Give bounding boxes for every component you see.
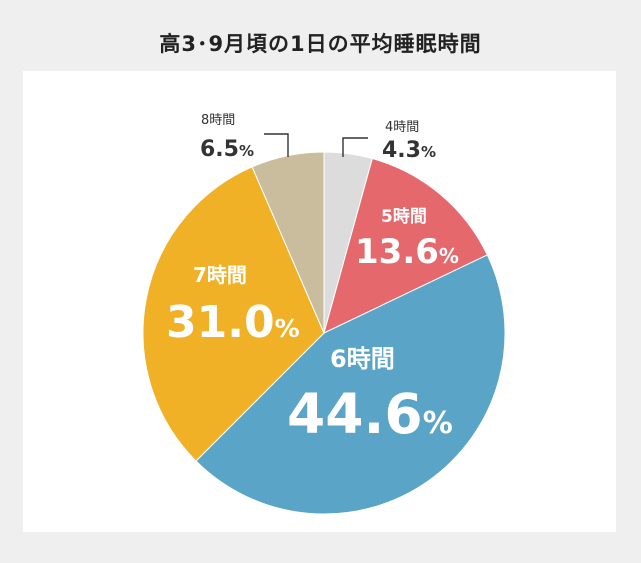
label-6h-value: 44.6% bbox=[287, 382, 453, 446]
label-8h-value: 6.5% bbox=[200, 137, 254, 162]
label-7h-unit: % bbox=[275, 314, 300, 343]
leader-lines bbox=[264, 133, 368, 157]
label-7h-category: 7時間 bbox=[193, 263, 247, 287]
leader-line-4h bbox=[342, 137, 368, 157]
label-5h-category: 5時間 bbox=[381, 206, 427, 227]
label-8h-category: 8時間 bbox=[201, 113, 235, 128]
label-8h-unit: % bbox=[239, 142, 254, 160]
label-6h-category: 6時間 bbox=[330, 345, 395, 373]
label-8h-number: 6.5 bbox=[200, 137, 239, 162]
leader-line-8h bbox=[264, 133, 289, 157]
label-4h-value: 4.3% bbox=[382, 138, 436, 163]
pie-slice-5h bbox=[323, 157, 488, 334]
label-4h-number: 4.3 bbox=[382, 138, 421, 163]
pie-slices bbox=[142, 151, 506, 515]
label-6h-number: 44.6 bbox=[287, 382, 423, 446]
label-5h-value: 13.6% bbox=[355, 232, 459, 272]
label-5h-unit: % bbox=[439, 244, 459, 268]
label-4h-unit: % bbox=[421, 143, 436, 161]
label-7h-value: 31.0% bbox=[166, 297, 300, 348]
label-7h-number: 31.0 bbox=[166, 297, 275, 348]
chart-title: 高3･9月頃の1日の平均睡眠時間 bbox=[159, 32, 482, 56]
pie-slice-6h bbox=[195, 254, 506, 515]
label-4h-category: 4時間 bbox=[385, 120, 419, 135]
label-5h-number: 13.6 bbox=[355, 232, 439, 272]
pie-slice-7h bbox=[142, 166, 325, 462]
label-6h-unit: % bbox=[423, 406, 453, 441]
